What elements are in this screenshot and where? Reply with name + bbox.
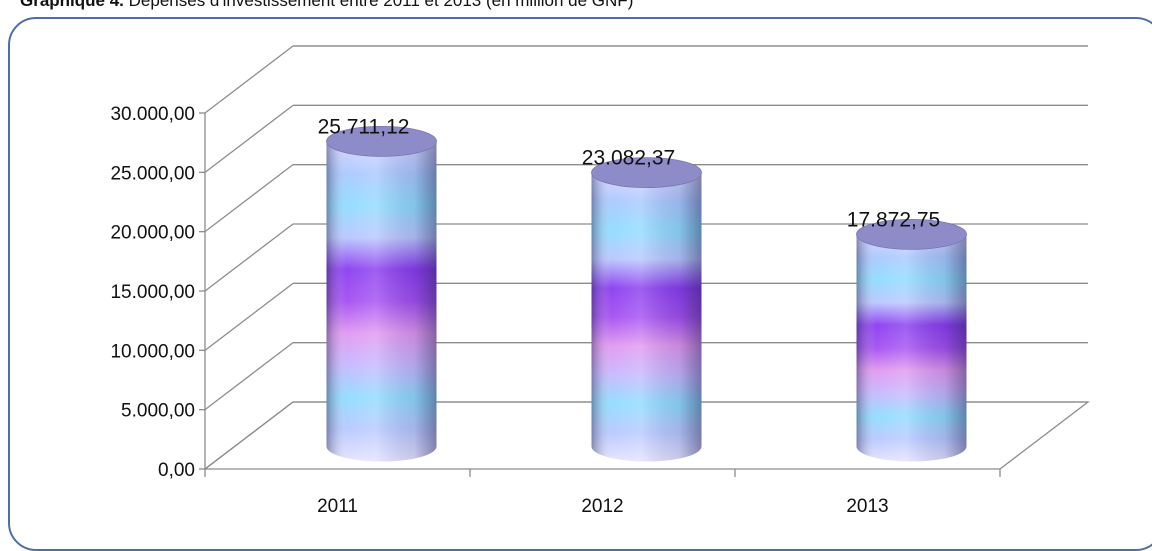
y-tick-label: 25.000,00 (110, 163, 195, 184)
bars (326, 125, 967, 462)
chart-caption: Graphique 4. Dépenses d'investissement e… (20, 0, 633, 11)
y-tick-label: 15.000,00 (110, 282, 195, 303)
bar-2011 (326, 125, 437, 462)
x-tick-label: 2013 (846, 496, 888, 517)
bar-shading (326, 141, 437, 462)
bar-chart: 0,00 5.000,00 10.000,00 15.000,00 20.000,00 2… (110, 45, 1090, 517)
data-label: 25.711,12 (318, 115, 410, 138)
bar-shading (591, 172, 702, 462)
gridline-side (204, 45, 294, 114)
data-label: 23.082,37 (582, 147, 675, 170)
bar-2012 (591, 157, 702, 462)
bar-2013 (856, 219, 967, 462)
y-tick-label: 20.000,00 (110, 223, 195, 244)
axes (199, 112, 1001, 477)
caption-label: Graphique 4. (20, 0, 124, 10)
gridline-side (204, 104, 294, 173)
x-tick-label: 2012 (581, 496, 623, 517)
labels: 0,00 5.000,00 10.000,00 15.000,00 20.000,00 2… (110, 104, 940, 517)
y-tick-label: 5.000,00 (121, 401, 195, 422)
y-tick-label: 30.000,00 (110, 104, 195, 125)
bar-top (326, 125, 437, 157)
gridline-side (204, 223, 294, 292)
gridline-side (204, 282, 294, 351)
gridline-side (204, 342, 294, 411)
bar-top (856, 219, 967, 250)
bar-shading (856, 234, 967, 462)
bar-top (591, 157, 702, 188)
caption-text: Dépenses d'investissement entre 2011 et … (128, 0, 634, 10)
data-label: 17.872,75 (847, 208, 940, 231)
y-tick-label: 10.000,00 (110, 341, 195, 362)
y-tick-label: 0,00 (158, 460, 195, 481)
x-tick-label: 2011 (317, 496, 358, 517)
gridline-side (204, 164, 294, 233)
